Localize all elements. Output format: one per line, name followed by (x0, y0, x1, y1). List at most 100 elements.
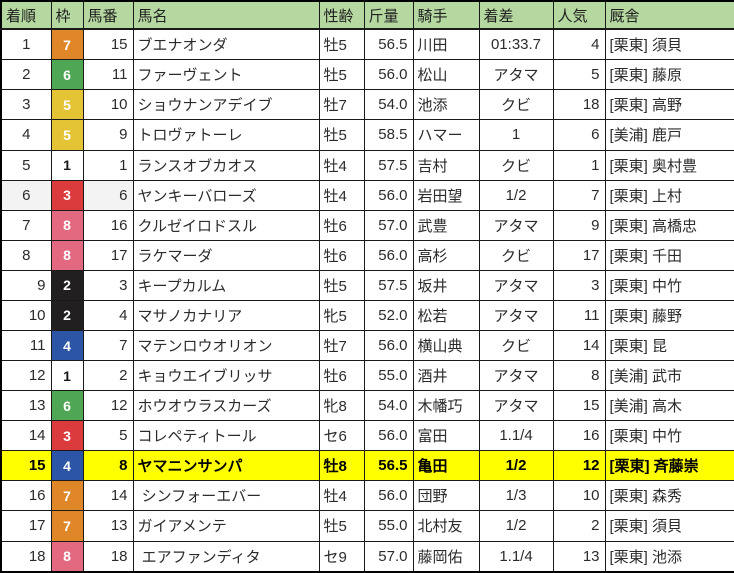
cell-number[interactable]: 2 (82, 360, 134, 392)
cell-popularity[interactable]: 9 (552, 209, 606, 241)
cell-jockey[interactable]: 木幡巧 (412, 390, 480, 422)
cell-margin[interactable]: アタマ (478, 390, 554, 422)
cell-weight[interactable]: 56.0 (363, 179, 414, 211)
cell-sex-age[interactable]: 牡4 (318, 149, 365, 181)
cell-weight[interactable]: 58.5 (363, 119, 414, 151)
cell-name[interactable]: ショウナンアデイブ (132, 89, 320, 121)
cell-name[interactable]: ガイアメンテ (132, 510, 320, 542)
cell-popularity[interactable]: 16 (552, 420, 606, 452)
cell-rank[interactable]: 9 (0, 269, 52, 301)
cell-number[interactable]: 17 (82, 239, 134, 271)
cell-number[interactable]: 7 (82, 329, 134, 362)
cell-margin[interactable]: 1.1/4 (478, 540, 554, 573)
frame-badge-cell[interactable]: 5 (50, 89, 84, 121)
cell-margin[interactable]: クビ (478, 149, 554, 181)
cell-weight[interactable]: 56.0 (363, 420, 414, 452)
col-header-number[interactable]: 馬番 (82, 0, 134, 30)
frame-badge-cell[interactable]: 6 (50, 390, 84, 422)
cell-stable[interactable]: [栗東] 須貝 (604, 28, 734, 61)
cell-sex-age[interactable]: 牡5 (318, 269, 365, 301)
cell-weight[interactable]: 52.0 (363, 299, 414, 331)
cell-weight[interactable]: 56.0 (363, 480, 414, 512)
cell-rank[interactable]: 16 (0, 480, 52, 512)
cell-weight[interactable]: 54.0 (363, 89, 414, 121)
frame-badge-cell[interactable]: 1 (50, 360, 84, 392)
cell-popularity[interactable]: 18 (552, 89, 606, 121)
frame-badge-cell[interactable]: 1 (50, 149, 84, 181)
cell-popularity[interactable]: 17 (552, 239, 606, 271)
cell-stable[interactable]: [栗東] 藤原 (604, 59, 734, 91)
cell-weight[interactable]: 54.0 (363, 390, 414, 422)
cell-stable[interactable]: [栗東] 奥村豊 (604, 149, 734, 181)
cell-name[interactable]: シンフォーエバー (132, 480, 320, 512)
frame-badge-cell[interactable]: 6 (50, 59, 84, 91)
cell-rank[interactable]: 4 (0, 119, 52, 151)
cell-weight[interactable]: 56.0 (363, 59, 414, 91)
cell-name[interactable]: マテンロウオリオン (132, 329, 320, 362)
col-header-rank[interactable]: 着順 (0, 0, 52, 30)
cell-stable[interactable]: [栗東] 斉藤崇 (604, 450, 734, 482)
cell-name[interactable]: クルゼイロドスル (132, 209, 320, 241)
cell-weight[interactable]: 57.0 (363, 209, 414, 241)
cell-number[interactable]: 15 (82, 28, 134, 61)
cell-stable[interactable]: [栗東] 昆 (604, 329, 734, 362)
cell-weight[interactable]: 56.5 (363, 28, 414, 61)
cell-number[interactable]: 11 (82, 59, 134, 91)
cell-jockey[interactable]: 藤岡佑 (412, 540, 480, 573)
cell-rank[interactable]: 18 (0, 540, 52, 573)
frame-badge-cell[interactable]: 5 (50, 119, 84, 151)
cell-margin[interactable]: クビ (478, 89, 554, 121)
cell-margin[interactable]: 1.1/4 (478, 420, 554, 452)
cell-jockey[interactable]: 富田 (412, 420, 480, 452)
cell-margin[interactable]: アタマ (478, 299, 554, 331)
frame-badge-cell[interactable]: 4 (50, 329, 84, 362)
cell-rank[interactable]: 15 (0, 450, 52, 482)
cell-rank[interactable]: 6 (0, 179, 52, 211)
cell-rank[interactable]: 12 (0, 360, 52, 392)
cell-stable[interactable]: [栗東] 上村 (604, 179, 734, 211)
frame-badge-cell[interactable]: 8 (50, 540, 84, 573)
cell-rank[interactable]: 5 (0, 149, 52, 181)
cell-margin[interactable]: 1/2 (478, 179, 554, 211)
cell-margin[interactable]: アタマ (478, 269, 554, 301)
cell-sex-age[interactable]: 牡4 (318, 480, 365, 512)
cell-name[interactable]: エアファンディタ (132, 540, 320, 573)
cell-rank[interactable]: 10 (0, 299, 52, 331)
cell-jockey[interactable]: ハマー (412, 119, 480, 151)
cell-jockey[interactable]: 亀田 (412, 450, 480, 482)
cell-jockey[interactable]: 松山 (412, 59, 480, 91)
frame-badge-cell[interactable]: 2 (50, 299, 84, 331)
cell-number[interactable]: 3 (82, 269, 134, 301)
cell-number[interactable]: 13 (82, 510, 134, 542)
cell-popularity[interactable]: 3 (552, 269, 606, 301)
cell-sex-age[interactable]: セ6 (318, 420, 365, 452)
cell-jockey[interactable]: 団野 (412, 480, 480, 512)
cell-number[interactable]: 1 (82, 149, 134, 181)
cell-sex-age[interactable]: 牡5 (318, 119, 365, 151)
cell-stable[interactable]: [栗東] 千田 (604, 239, 734, 271)
cell-stable[interactable]: [栗東] 高橋忠 (604, 209, 734, 241)
cell-margin[interactable]: アタマ (478, 59, 554, 91)
frame-badge-cell[interactable]: 8 (50, 209, 84, 241)
cell-weight[interactable]: 56.5 (363, 450, 414, 482)
cell-weight[interactable]: 56.0 (363, 239, 414, 271)
cell-rank[interactable]: 7 (0, 209, 52, 241)
cell-name[interactable]: キョウエイブリッサ (132, 360, 320, 392)
frame-badge-cell[interactable]: 3 (50, 420, 84, 452)
cell-sex-age[interactable]: 牡5 (318, 28, 365, 61)
cell-stable[interactable]: [栗東] 中竹 (604, 420, 734, 452)
cell-sex-age[interactable]: 牝5 (318, 299, 365, 331)
cell-margin[interactable]: 1/2 (478, 450, 554, 482)
cell-stable[interactable]: [栗東] 高野 (604, 89, 734, 121)
cell-sex-age[interactable]: 牡7 (318, 329, 365, 362)
cell-jockey[interactable]: 坂井 (412, 269, 480, 301)
frame-badge-cell[interactable]: 2 (50, 269, 84, 301)
cell-popularity[interactable]: 6 (552, 119, 606, 151)
col-header-sex-age[interactable]: 性齢 (318, 0, 365, 30)
cell-name[interactable]: ファーヴェント (132, 59, 320, 91)
cell-jockey[interactable]: 北村友 (412, 510, 480, 542)
cell-popularity[interactable]: 5 (552, 59, 606, 91)
cell-name[interactable]: キープカルム (132, 269, 320, 301)
cell-popularity[interactable]: 11 (552, 299, 606, 331)
col-header-jockey[interactable]: 騎手 (412, 0, 480, 30)
